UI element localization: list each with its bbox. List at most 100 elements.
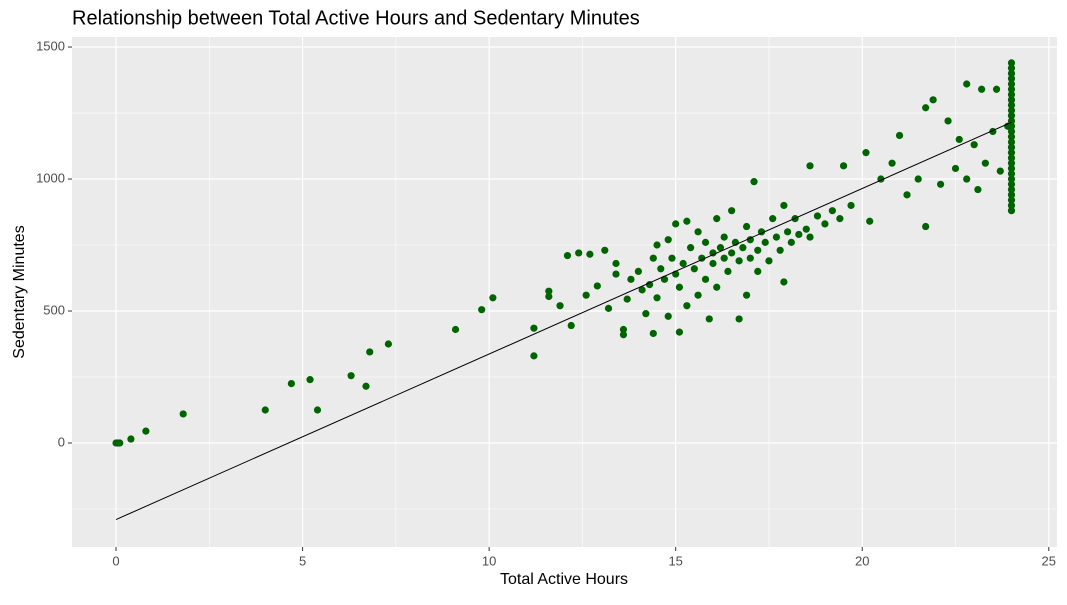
point — [530, 352, 538, 360]
fit-line — [115, 121, 1012, 521]
point — [556, 302, 564, 310]
point — [761, 238, 769, 246]
point — [903, 191, 911, 199]
point — [478, 306, 486, 314]
point — [1007, 96, 1016, 104]
point — [313, 406, 322, 414]
x-tick-label: 25 — [1042, 553, 1056, 568]
point — [828, 207, 836, 215]
point — [1007, 122, 1016, 130]
point — [806, 233, 814, 241]
point — [720, 233, 728, 241]
point — [1007, 80, 1016, 88]
y-tick-label: 0 — [58, 434, 65, 449]
point — [649, 254, 657, 262]
point — [806, 162, 814, 170]
plot-panel — [72, 37, 1057, 547]
point — [653, 294, 661, 302]
point — [746, 236, 754, 244]
point — [675, 328, 684, 336]
point — [261, 406, 269, 414]
point — [287, 379, 295, 388]
point — [619, 325, 628, 334]
point — [649, 329, 657, 338]
point — [709, 259, 717, 268]
point — [601, 246, 609, 254]
point — [836, 215, 844, 223]
point — [728, 249, 736, 257]
point — [754, 246, 762, 254]
point — [1007, 143, 1016, 151]
point — [586, 250, 594, 258]
point — [642, 310, 650, 318]
point — [895, 131, 904, 140]
point — [679, 259, 687, 268]
point — [1007, 180, 1016, 188]
point — [612, 270, 620, 278]
point — [634, 267, 642, 276]
point — [116, 439, 124, 447]
point — [713, 215, 721, 223]
point — [530, 324, 538, 332]
point — [347, 372, 355, 380]
x-tick-label: 20 — [855, 553, 869, 568]
point — [1007, 106, 1016, 114]
point — [936, 180, 945, 188]
point — [687, 244, 695, 252]
point — [1007, 85, 1016, 93]
point — [593, 282, 601, 290]
point — [619, 331, 628, 339]
point — [672, 220, 680, 228]
point — [944, 117, 952, 125]
point — [567, 321, 575, 330]
point — [638, 286, 646, 294]
point — [724, 267, 732, 276]
x-tick-label: 0 — [112, 553, 119, 568]
point — [992, 85, 1001, 93]
y-axis-label: Sedentary Minutes — [11, 225, 28, 358]
point — [780, 201, 788, 210]
point — [735, 257, 743, 265]
point — [750, 178, 758, 186]
point — [821, 220, 829, 228]
point — [366, 348, 374, 356]
point — [720, 254, 728, 262]
point — [914, 175, 922, 183]
point — [1007, 59, 1016, 67]
point — [922, 222, 930, 231]
point — [545, 292, 553, 301]
point — [694, 291, 702, 299]
point — [713, 283, 721, 291]
point — [746, 254, 754, 262]
point — [1007, 154, 1016, 162]
point — [604, 304, 613, 312]
point — [1007, 164, 1016, 173]
point — [1007, 159, 1016, 167]
point — [996, 167, 1004, 175]
point — [384, 340, 392, 348]
point — [1007, 112, 1016, 120]
point — [489, 294, 497, 302]
point — [306, 376, 314, 384]
point — [653, 241, 661, 249]
point — [545, 287, 553, 295]
point — [769, 215, 777, 223]
point — [1007, 175, 1016, 183]
point — [728, 207, 736, 215]
point — [929, 96, 937, 104]
point — [772, 233, 781, 241]
point — [974, 185, 982, 194]
point — [1007, 201, 1016, 210]
point — [645, 281, 654, 289]
point — [683, 302, 691, 310]
x-axis-label: Total Active Hours — [500, 571, 628, 588]
point — [701, 275, 710, 283]
point — [1007, 191, 1016, 199]
point — [978, 85, 986, 93]
point — [888, 159, 896, 167]
y-tick-label: 1500 — [36, 38, 65, 53]
point — [127, 435, 135, 443]
point — [1007, 64, 1016, 72]
point — [955, 135, 963, 144]
